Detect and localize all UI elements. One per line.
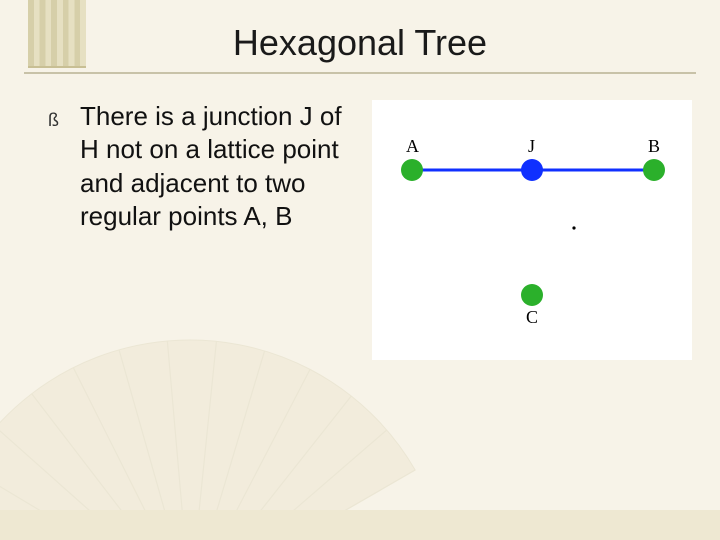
svg-text:C: C [526, 307, 538, 327]
bullet-glyph: ß [48, 110, 59, 131]
diagram: A J B C [372, 100, 692, 360]
bottom-band [0, 510, 720, 540]
title-rule [24, 72, 696, 74]
slide-title: Hexagonal Tree [0, 22, 720, 64]
body-text: There is a junction J of H not on a latt… [80, 100, 350, 233]
diagram-svg: A J B C [372, 100, 692, 360]
svg-text:B: B [648, 136, 660, 156]
svg-text:J: J [528, 136, 535, 156]
svg-text:A: A [406, 136, 419, 156]
